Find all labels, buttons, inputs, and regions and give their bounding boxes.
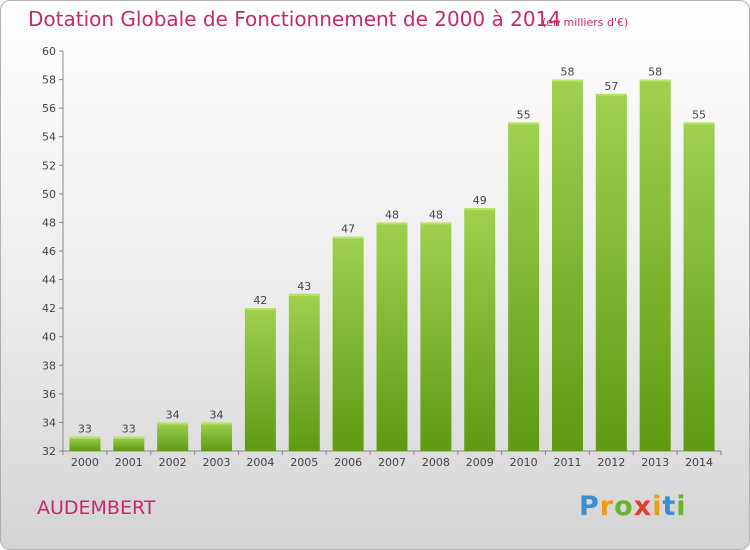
bar-value-label: 48 xyxy=(385,208,399,221)
bar xyxy=(376,222,408,451)
proxiti-logo[interactable]: Proxiti xyxy=(579,491,687,522)
x-tick-label: 2004 xyxy=(246,456,274,469)
bar-value-label: 43 xyxy=(297,280,311,293)
bar xyxy=(113,436,145,451)
bar-value-label: 58 xyxy=(560,66,574,79)
commune-name: AUDEMBERT xyxy=(37,497,156,519)
bar-highlight xyxy=(201,422,233,425)
bar-highlight xyxy=(464,208,496,211)
bar xyxy=(639,79,671,452)
bar xyxy=(332,236,364,451)
x-tick-label: 2014 xyxy=(685,456,713,469)
bar-value-label: 49 xyxy=(473,194,487,207)
y-tick-label: 58 xyxy=(42,74,56,87)
bar-highlight xyxy=(332,236,364,239)
bar xyxy=(201,422,233,451)
bar xyxy=(157,422,189,451)
bar xyxy=(420,222,452,451)
y-tick-label: 40 xyxy=(42,331,56,344)
y-tick-label: 32 xyxy=(42,445,56,458)
chart-subtitle: (en milliers d'€) xyxy=(542,16,629,29)
bar xyxy=(69,436,101,451)
y-tick-label: 44 xyxy=(42,274,56,287)
bar-highlight xyxy=(376,222,408,225)
chart-title: Dotation Globale de Fonctionnement de 20… xyxy=(28,7,561,31)
bar-value-label: 55 xyxy=(517,108,531,121)
x-tick-label: 2009 xyxy=(466,456,494,469)
x-tick-label: 2012 xyxy=(597,456,625,469)
chart-data-labels: 33 33 34 34 42 43 47 48 48 49 55 58 57 58 55 xyxy=(78,66,706,436)
bar xyxy=(464,208,496,451)
bar-value-label: 34 xyxy=(210,408,224,421)
x-tick-label: 2002 xyxy=(159,456,187,469)
x-tick-label: 2006 xyxy=(334,456,362,469)
bar-highlight xyxy=(420,222,452,225)
x-tick-label: 2000 xyxy=(71,456,99,469)
bar-highlight xyxy=(595,93,627,96)
bar xyxy=(288,293,320,451)
bar-highlight xyxy=(508,122,540,125)
bar-highlight xyxy=(551,79,583,82)
y-tick-label: 56 xyxy=(42,102,56,115)
y-tick-label: 52 xyxy=(42,159,56,172)
bar xyxy=(595,93,627,451)
x-tick-label: 2001 xyxy=(115,456,143,469)
bar-value-label: 33 xyxy=(122,423,136,436)
y-tick-label: 48 xyxy=(42,216,56,229)
chart-bars xyxy=(69,79,715,452)
y-tick-label: 36 xyxy=(42,388,56,401)
x-tick-label: 2003 xyxy=(203,456,231,469)
bar-highlight xyxy=(69,436,101,439)
bar-value-label: 48 xyxy=(429,208,443,221)
bar-value-label: 47 xyxy=(341,223,355,236)
bar xyxy=(683,122,715,451)
bar-highlight xyxy=(288,293,320,296)
y-tick-label: 38 xyxy=(42,359,56,372)
y-tick-label: 46 xyxy=(42,245,56,258)
bar-value-label: 42 xyxy=(253,294,267,307)
x-tick-label: 2013 xyxy=(641,456,669,469)
x-tick-label: 2010 xyxy=(510,456,538,469)
bar xyxy=(508,122,540,451)
bar xyxy=(551,79,583,452)
bar-value-label: 58 xyxy=(648,66,662,79)
bar-value-label: 55 xyxy=(692,108,706,121)
y-tick-label: 42 xyxy=(42,302,56,315)
x-tick-label: 2011 xyxy=(553,456,581,469)
bar-highlight xyxy=(639,79,671,82)
bar-value-label: 33 xyxy=(78,423,92,436)
x-tick-label: 2005 xyxy=(290,456,318,469)
bar-highlight xyxy=(113,436,145,439)
y-tick-label: 50 xyxy=(42,188,56,201)
bar-highlight xyxy=(683,122,715,125)
y-tick-label: 54 xyxy=(42,131,56,144)
chart-axes: 32 34 36 38 40 42 44 46 48 50 52 54 56 58 60 2000 2001 20… xyxy=(42,45,722,469)
y-tick-label: 34 xyxy=(42,416,56,429)
x-tick-label: 2007 xyxy=(378,456,406,469)
bar-value-label: 57 xyxy=(604,80,618,93)
bar-highlight xyxy=(157,422,189,425)
bar xyxy=(244,308,276,451)
bar-highlight xyxy=(244,308,276,311)
y-tick-label: 60 xyxy=(42,45,56,58)
bar-value-label: 34 xyxy=(166,408,180,421)
x-tick-label: 2008 xyxy=(422,456,450,469)
